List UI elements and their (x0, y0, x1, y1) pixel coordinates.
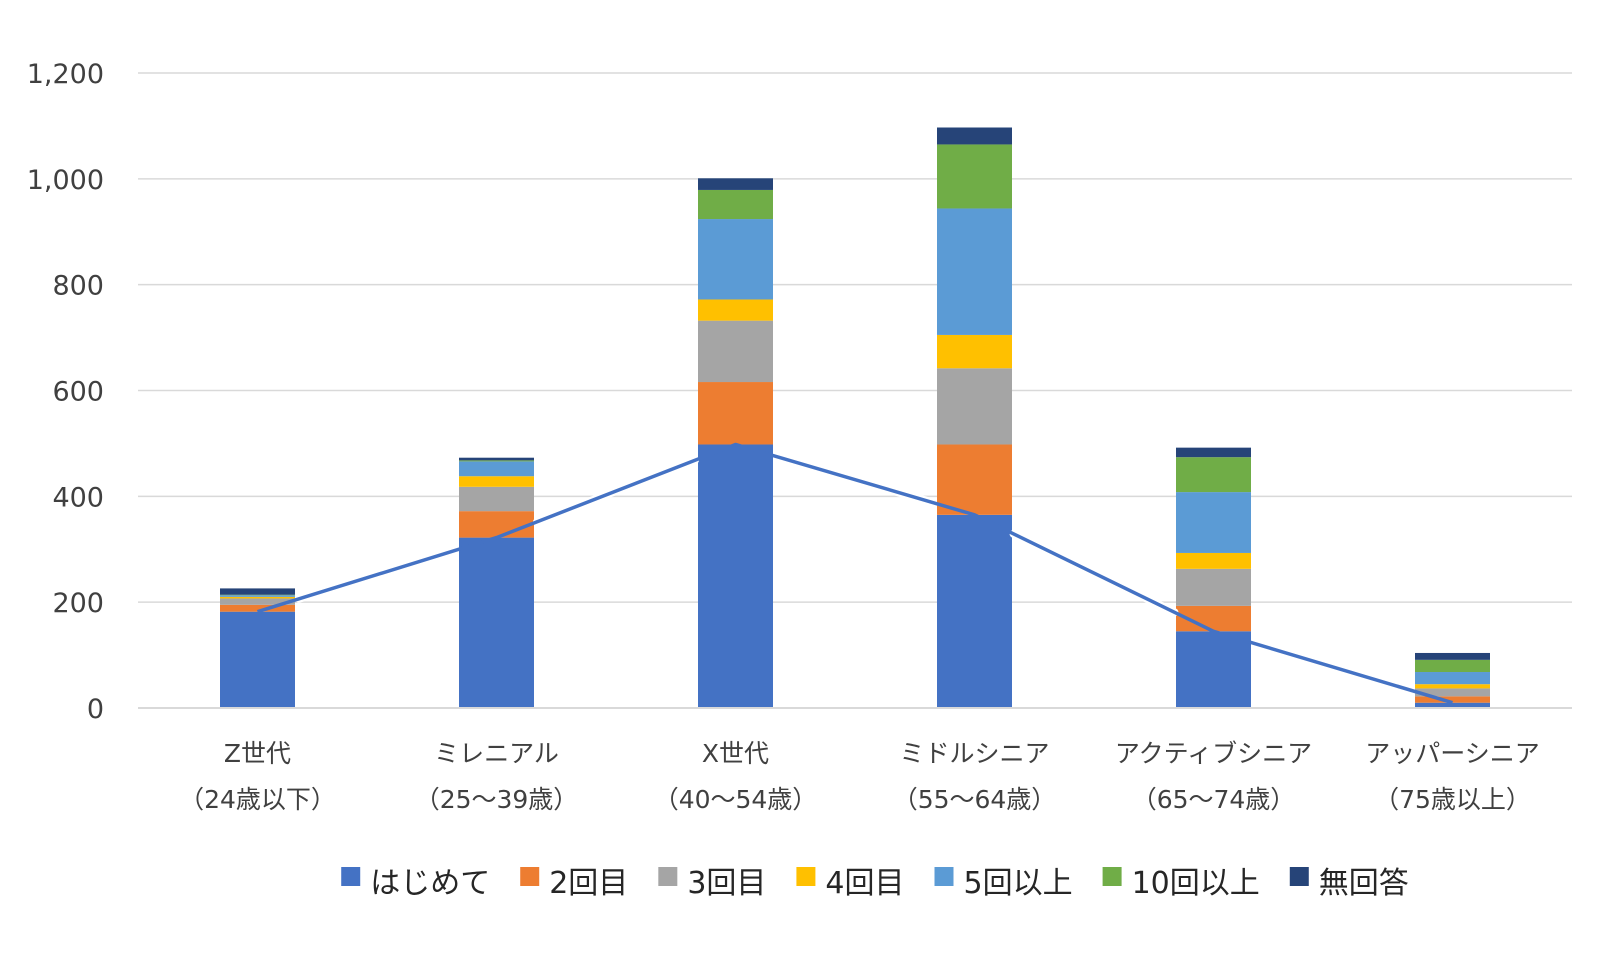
category-sublabel: （24歳以下） (179, 785, 336, 814)
bar-segment (220, 588, 295, 595)
bar-stack (1415, 652, 1490, 708)
legend-swatch (341, 867, 361, 886)
legend-label: 4回目 (825, 866, 904, 901)
bar-segment (937, 127, 1012, 145)
bar-segment (698, 299, 773, 321)
bar-segment (1415, 672, 1490, 685)
bar-segment (1176, 492, 1251, 553)
bar-segment (459, 457, 534, 461)
bar-segment (1176, 457, 1251, 493)
bar-segment (937, 334, 1012, 369)
bar-stack (220, 588, 295, 708)
legend-item: 5回以上 (934, 866, 1073, 901)
bar-segment (1176, 552, 1251, 569)
legend-item: 4回目 (796, 866, 905, 901)
y-axis: 0 200 400 600 800 1,000 1,200 (27, 59, 104, 725)
category-label: アッパーシニア (1365, 739, 1540, 768)
legend-label: はじめて (370, 866, 490, 901)
legend-label: 無回答 (1319, 866, 1409, 901)
bar-segment (459, 511, 534, 538)
bar-segment (220, 594, 295, 596)
y-tick-label: 0 (87, 694, 104, 725)
y-tick-label: 800 (52, 271, 104, 302)
bar-segment (698, 320, 773, 383)
bar-segment (459, 537, 534, 708)
legend-label: 10回以上 (1132, 866, 1260, 901)
bar-segment (937, 514, 1012, 708)
gridlines (138, 72, 1572, 709)
y-tick-label: 1,000 (27, 165, 104, 196)
legend-item: 無回答 (1289, 866, 1409, 901)
bar-stack (937, 127, 1012, 708)
bar-segment (937, 208, 1012, 335)
legend-item: 10回以上 (1102, 866, 1260, 901)
category-sublabel: （75歳以上） (1374, 785, 1531, 814)
legend-item: 3回目 (658, 866, 766, 901)
legend-label: 5回以上 (964, 866, 1073, 901)
bar-segment (220, 596, 295, 599)
trend-line-path (256, 442, 1454, 705)
category-sublabel: （55～64歳） (893, 785, 1057, 814)
bar-segment (1415, 688, 1490, 697)
legend-label: 3回目 (687, 866, 766, 901)
bar-segment (1415, 652, 1490, 660)
category-label: Z世代 (224, 739, 291, 768)
bar-segment (1415, 684, 1490, 689)
bar-segment (937, 144, 1012, 209)
bar-segment (698, 444, 773, 708)
category-label: ミレニアル (434, 739, 559, 768)
bar-segment (937, 444, 1012, 515)
bar-segment (459, 476, 534, 487)
category-sublabel: （65～74歳） (1132, 785, 1296, 814)
bar-segment (1176, 447, 1251, 458)
bar-segment (459, 461, 534, 477)
legend: はじめて 2回目 3回目 4回目 5回以上 10回以上 無回答 (341, 866, 1409, 901)
y-tick-label: 400 (52, 482, 104, 513)
bar-segment (937, 368, 1012, 445)
bar-segment (1415, 659, 1490, 673)
trend-line (256, 442, 1454, 705)
category-sublabel: （25～39歳） (415, 785, 579, 814)
bar-stack (459, 457, 534, 708)
bar-segment (220, 604, 295, 612)
bar-stacks (220, 127, 1490, 708)
legend-label: 2回目 (549, 866, 628, 901)
bar-segment (220, 598, 295, 605)
category-sublabel: （40～54歳） (654, 785, 818, 814)
y-tick-label: 1,200 (27, 59, 104, 90)
legend-swatch (520, 867, 540, 886)
bar-segment (1415, 702, 1490, 708)
category-label: アクティブシニア (1115, 739, 1312, 768)
bar-segment (698, 219, 773, 300)
legend-swatch (796, 867, 816, 886)
legend-swatch (1289, 867, 1309, 886)
legend-item: はじめて (341, 866, 490, 901)
bar-segment (1176, 568, 1251, 606)
category-label: X世代 (702, 739, 769, 768)
bar-segment (698, 189, 773, 220)
x-axis: Z世代 （24歳以下） ミレニアル （25～39歳） X世代 （40～54歳） ミドルシニア… (138, 707, 1572, 814)
bar-segment (698, 178, 773, 190)
y-tick-label: 200 (52, 588, 104, 619)
bar-stack (1176, 447, 1251, 708)
legend-swatch (1102, 867, 1122, 886)
bar-segment (459, 460, 534, 462)
bar-segment (1176, 631, 1251, 708)
bar-segment (1415, 696, 1490, 703)
category-label: ミドルシニア (899, 739, 1049, 768)
legend-item: 2回目 (520, 866, 628, 901)
bar-segment (459, 486, 534, 512)
bar-segment (220, 611, 295, 708)
y-tick-label: 600 (52, 377, 104, 408)
bar-segment (698, 382, 773, 445)
bar-stack (698, 178, 773, 708)
legend-swatch (934, 867, 954, 886)
bar-segment (220, 595, 295, 597)
legend-swatch (658, 867, 678, 886)
